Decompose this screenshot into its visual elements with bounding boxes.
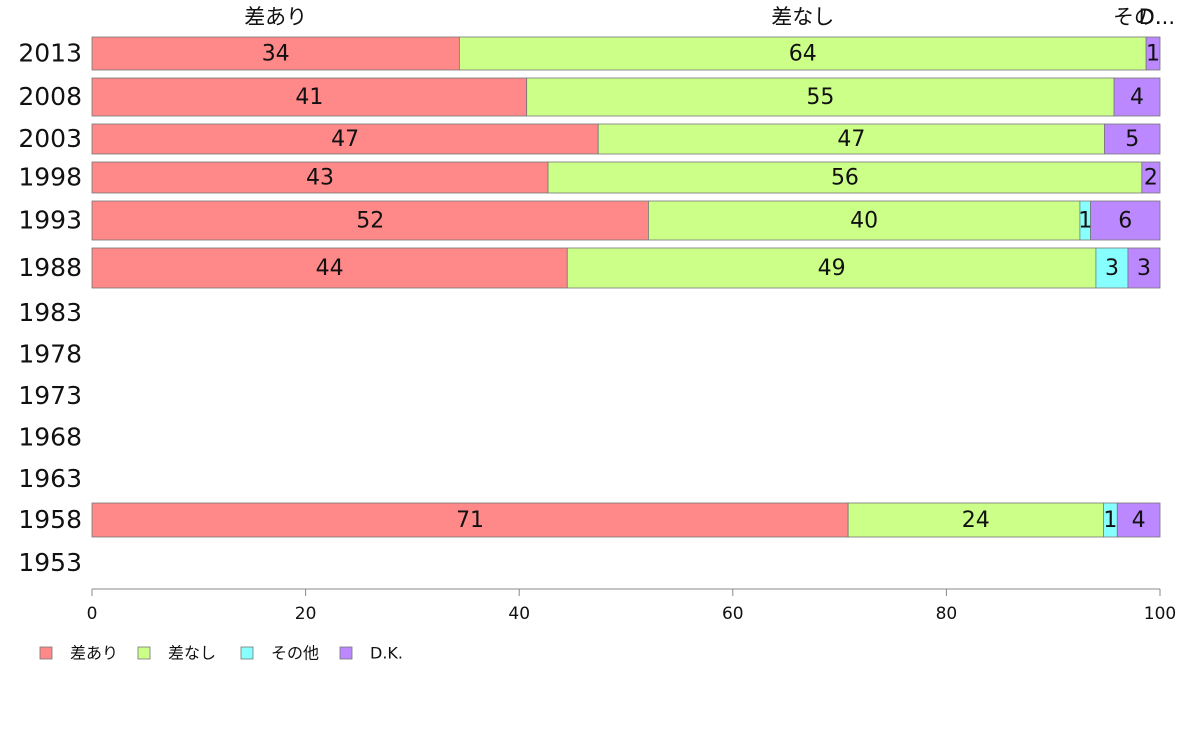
- legend: 差あり 差なし その他 D.K.: [39, 644, 403, 663]
- bar-value-label-1988-その他: 3: [1105, 256, 1119, 281]
- bar-value-label-2013-差なし: 64: [789, 42, 817, 67]
- bar-segment-1998-差あり: [91, 161, 549, 194]
- category-label-1978: 1978: [18, 340, 82, 369]
- bar-value-label-1998-差あり: 43: [306, 166, 334, 191]
- bar-segment-1988-差なし: [566, 247, 1097, 289]
- x-tick-label-60: 60: [722, 604, 744, 624]
- bar-value-label-1988-差なし: 49: [818, 256, 846, 281]
- bar-value-label-2008-D.K.: 4: [1130, 85, 1144, 110]
- bar-value-label-1993-D.K.: 6: [1118, 209, 1132, 234]
- bar-value-label-1988-差あり: 44: [316, 256, 344, 281]
- x-axis: 0 20 40 60 80 100: [87, 588, 1176, 624]
- bar-value-label-2003-D.K.: 5: [1125, 127, 1139, 152]
- x-tick-label-0: 0: [87, 604, 98, 624]
- legend-label-差なし: 差なし: [168, 644, 216, 663]
- top-labels-layer: 差あり 差なし その...D.: [244, 5, 1175, 29]
- bar-segment-1988-差あり: [91, 247, 568, 289]
- legend-swatch-D.K.: [339, 646, 353, 660]
- bar-segment-2008-差なし: [526, 77, 1115, 117]
- bar-segment-2008-差あり: [91, 77, 528, 117]
- x-tick-label-40: 40: [508, 604, 530, 624]
- bar-segment-1988-D.K.: [1127, 247, 1161, 289]
- bar-value-label-1988-D.K.: 3: [1137, 256, 1151, 281]
- bar-value-label-2008-差なし: 55: [806, 85, 834, 110]
- x-tick-label-80: 80: [936, 604, 958, 624]
- bar-labels-layer: 34 64 141 55 447 47 543 56 252 40 1 644 49 3 371 24 1 4: [262, 42, 1160, 534]
- category-label-1968: 1968: [18, 423, 82, 452]
- bar-value-label-1958-その他: 1: [1103, 508, 1117, 533]
- bars-layer: [91, 36, 1161, 538]
- bar-value-label-1993-差あり: 52: [356, 209, 384, 234]
- top-label-overlay: D.: [1139, 5, 1162, 29]
- top-label-2: その...: [1113, 5, 1175, 29]
- bar-segment-1958-差あり: [91, 502, 849, 538]
- bar-segment-2003-差なし: [597, 123, 1105, 155]
- bar-segment-1988-その他: [1095, 247, 1129, 289]
- bar-segment-2008-D.K.: [1113, 77, 1161, 117]
- top-label-1: 差なし: [771, 5, 834, 29]
- bar-value-label-2013-D.K.: 1: [1146, 42, 1160, 67]
- bar-value-label-1958-D.K.: 4: [1132, 508, 1146, 533]
- legend-label-D.K.: D.K.: [370, 644, 403, 663]
- category-label-1983: 1983: [18, 298, 82, 327]
- legend-swatch-差あり: [39, 646, 53, 660]
- legend-swatch-その他: [240, 646, 254, 660]
- category-label-1963: 1963: [18, 464, 82, 493]
- bar-value-label-1993-その他: 1: [1078, 209, 1092, 234]
- bar-segment-2013-差なし: [458, 36, 1147, 71]
- category-label-1953: 1953: [18, 548, 82, 577]
- category-labels-layer: 2013 2008 2003 1998 1993 1988 1983 1978 1973 1968…: [18, 39, 82, 578]
- bar-segment-1993-D.K.: [1090, 200, 1161, 241]
- bar-segment-1958-差なし: [847, 502, 1104, 538]
- bar-segment-2003-差あり: [91, 123, 599, 155]
- bar-segment-1998-差なし: [547, 161, 1143, 194]
- bar-segment-1958-D.K.: [1116, 502, 1161, 538]
- bar-value-label-2003-差あり: 47: [331, 127, 359, 152]
- x-tick-label-20: 20: [295, 604, 317, 624]
- bar-value-label-2003-差なし: 47: [837, 127, 865, 152]
- bar-value-label-1958-差あり: 71: [456, 508, 484, 533]
- legend-label-差あり: 差あり: [70, 644, 118, 663]
- bar-segment-2003-D.K.: [1104, 123, 1161, 155]
- bar-value-label-1998-差なし: 56: [831, 166, 859, 191]
- x-tick-label-100: 100: [1144, 604, 1176, 624]
- bar-value-label-2013-差あり: 34: [262, 42, 290, 67]
- bar-segment-2013-D.K.: [1145, 36, 1161, 71]
- category-label-2008: 2008: [18, 82, 82, 111]
- category-label-2003: 2003: [18, 124, 82, 153]
- legend-label-その他: その他: [271, 644, 319, 663]
- bar-value-label-1958-差なし: 24: [962, 508, 990, 533]
- bar-segment-1993-差なし: [648, 200, 1081, 241]
- category-label-1958: 1958: [18, 505, 82, 534]
- category-label-1988: 1988: [18, 253, 82, 282]
- bar-value-label-1998-D.K.: 2: [1144, 166, 1158, 191]
- bar-segment-1998-D.K.: [1141, 161, 1161, 194]
- category-label-1998: 1998: [18, 163, 82, 192]
- top-label-0: 差あり: [244, 5, 307, 29]
- category-label-1993: 1993: [18, 206, 82, 235]
- category-label-1973: 1973: [18, 381, 82, 410]
- bar-value-label-2008-差あり: 41: [295, 85, 323, 110]
- bar-segment-2013-差あり: [91, 36, 460, 71]
- legend-swatch-差なし: [137, 646, 151, 660]
- category-label-2013: 2013: [18, 39, 82, 68]
- bar-value-label-1993-差なし: 40: [850, 209, 878, 234]
- bar-segment-1993-差あり: [91, 200, 649, 241]
